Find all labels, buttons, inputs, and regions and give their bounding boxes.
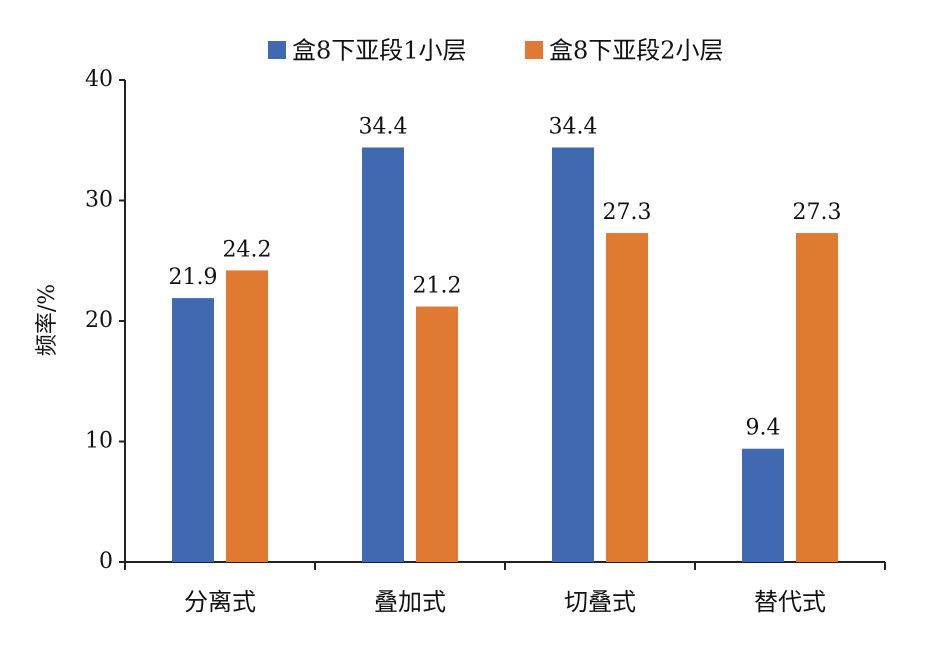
bar — [416, 306, 458, 562]
x-tick-label: 分离式 — [184, 588, 256, 616]
x-tick-label: 叠加式 — [374, 588, 446, 616]
data-label: 27.3 — [793, 200, 842, 225]
y-tick-label: 10 — [85, 429, 113, 454]
bar — [172, 298, 214, 562]
bar — [226, 270, 268, 562]
legend-label: 盒8下亚段2小层 — [549, 37, 724, 65]
data-label: 24.2 — [223, 237, 272, 262]
bar — [552, 147, 594, 563]
y-tick-label: 0 — [99, 549, 113, 574]
data-label: 34.4 — [359, 114, 408, 139]
bars — [172, 147, 838, 563]
y-axis-label: 频率/% — [35, 284, 60, 356]
legend: 盒8下亚段1小层 盒8下亚段2小层 — [268, 37, 724, 65]
legend-swatch — [525, 41, 543, 59]
x-tick-label: 切叠式 — [564, 588, 636, 616]
legend-label: 盒8下亚段1小层 — [292, 37, 467, 65]
y-tick-label: 40 — [85, 67, 113, 92]
bar — [362, 147, 404, 563]
bar — [796, 233, 838, 562]
data-label: 34.4 — [549, 114, 598, 139]
legend-swatch — [268, 41, 286, 59]
y-tick-label: 30 — [85, 188, 113, 213]
data-label: 21.9 — [169, 265, 218, 290]
x-tick-label: 替代式 — [754, 588, 826, 616]
y-tick-label: 20 — [85, 308, 113, 333]
data-label: 21.2 — [413, 274, 462, 299]
data-label: 27.3 — [603, 200, 652, 225]
data-labels: 21.9 34.4 34.4 9.4 24.2 21.2 27.3 27.3 — [169, 114, 842, 440]
bar — [606, 233, 648, 562]
data-label: 9.4 — [746, 416, 781, 441]
bar — [742, 448, 784, 562]
